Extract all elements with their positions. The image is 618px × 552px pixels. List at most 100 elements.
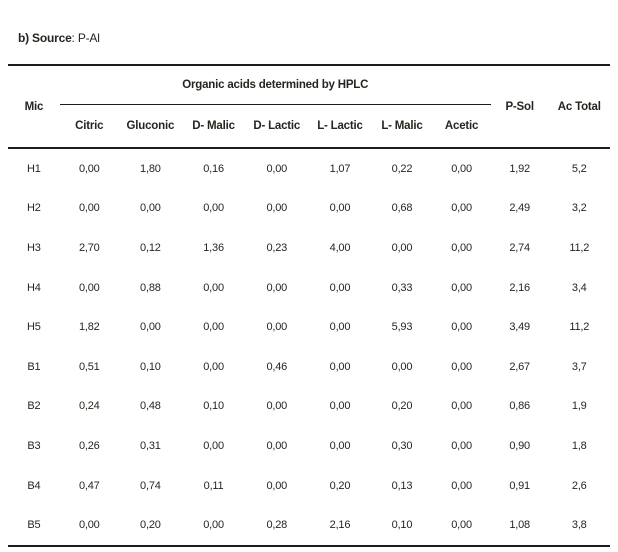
- data-cell: 0,00: [329, 202, 351, 215]
- data-cell: 0,00: [451, 162, 472, 175]
- group-header-hplc: Organic acids determined by HPLC: [59, 65, 491, 105]
- data-cell: 0,90: [509, 439, 530, 452]
- data-cell: 5,2: [571, 162, 587, 175]
- data-cell: 0,00: [266, 202, 288, 215]
- data-cell: 0,86: [509, 400, 530, 413]
- data-cell: 11,2: [569, 321, 590, 334]
- data-cell: 0,00: [329, 439, 351, 452]
- row-label: H2: [27, 202, 41, 215]
- data-cell: 0,48: [140, 400, 161, 413]
- data-cell: 2,67: [509, 360, 530, 373]
- table-row: B4 0,47 0,74 0,11 0,00 0,20 0,13 0,00 0,91 2,6: [8, 466, 610, 506]
- column-header-actotal: Ac Total: [557, 100, 601, 113]
- data-cell: 0,91: [509, 479, 530, 492]
- column-header-l-lactic: L- Lactic: [317, 120, 363, 132]
- data-cell: 3,2: [571, 202, 587, 215]
- data-cell: 1,08: [509, 519, 530, 532]
- data-cell: 0,00: [203, 321, 224, 334]
- row-label: H3: [27, 241, 41, 254]
- table-row: B1 0,51 0,10 0,00 0,46 0,00 0,00 0,00 2,67 3,7: [8, 347, 610, 387]
- column-header-mic: Mic: [24, 100, 44, 113]
- row-label: B3: [27, 439, 41, 452]
- table-row: H2 0,00 0,00 0,00 0,00 0,00 0,68 0,00 2,49 3,2: [8, 189, 610, 229]
- header-row-group: Mic Organic acids determined by HPLC P-S…: [8, 65, 610, 113]
- data-cell: 3,49: [509, 321, 530, 334]
- data-cell: 0,00: [203, 519, 224, 532]
- data-cell: 0,00: [451, 281, 472, 294]
- data-cell: 0,00: [203, 360, 224, 373]
- data-cell: 3,4: [571, 281, 587, 294]
- data-cell: 0,33: [391, 281, 413, 294]
- data-cell: 0,00: [266, 400, 288, 413]
- data-cell: 2,16: [329, 519, 351, 532]
- data-cell: 0,00: [78, 162, 100, 175]
- table-row: H3 2,70 0,12 1,36 0,23 4,00 0,00 0,00 2,74 11,2: [8, 228, 610, 268]
- data-cell: 0,00: [78, 519, 100, 532]
- data-cell: 4,00: [329, 241, 351, 254]
- data-cell: 0,00: [203, 281, 224, 294]
- data-cell: 0,00: [329, 400, 351, 413]
- data-cell: 1,92: [509, 162, 530, 175]
- data-cell: 0,11: [203, 479, 224, 492]
- data-cell: 0,00: [451, 360, 472, 373]
- page-title-label: b) Source: [18, 31, 72, 45]
- data-cell: 3,7: [571, 360, 587, 373]
- column-header-d-lactic: D- Lactic: [253, 120, 301, 132]
- data-cell: 0,00: [391, 241, 413, 254]
- data-cell: 0,00: [451, 400, 472, 413]
- data-cell: 0,12: [140, 241, 161, 254]
- data-cell: 0,23: [266, 241, 288, 254]
- data-cell: 0,00: [266, 479, 288, 492]
- data-cell: 0,28: [266, 519, 288, 532]
- row-label: B4: [27, 479, 41, 492]
- data-cell: 0,31: [140, 439, 161, 452]
- data-cell: 0,10: [203, 400, 224, 413]
- data-cell: 0,24: [78, 400, 100, 413]
- data-cell: 0,00: [203, 439, 224, 452]
- row-label: B2: [27, 400, 41, 413]
- data-cell: 0,00: [329, 360, 351, 373]
- data-cell: 0,00: [451, 321, 472, 334]
- data-cell: 0,13: [391, 479, 413, 492]
- table-row: B5 0,00 0,20 0,00 0,28 2,16 0,10 0,00 1,08 3,8: [8, 505, 610, 546]
- data-cell: 0,00: [266, 321, 288, 334]
- data-cell: 1,8: [571, 439, 587, 452]
- data-cell: 0,00: [140, 202, 161, 215]
- data-cell: 0,20: [391, 400, 413, 413]
- data-cell: 1,82: [78, 321, 100, 334]
- data-cell: 0,00: [451, 479, 472, 492]
- table-row: H1 0,00 1,80 0,16 0,00 1,07 0,22 0,00 1,92 5,2: [8, 148, 610, 189]
- data-cell: 0,88: [140, 281, 161, 294]
- data-cell: 1,80: [140, 162, 161, 175]
- data-cell: 0,00: [391, 360, 413, 373]
- data-cell: 0,30: [391, 439, 413, 452]
- data-cell: 0,46: [266, 360, 288, 373]
- data-cell: 0,00: [78, 202, 100, 215]
- data-cell: 0,26: [78, 439, 100, 452]
- data-cell: 0,16: [203, 162, 224, 175]
- data-cell: 0,00: [451, 519, 472, 532]
- data-cell: 5,93: [391, 321, 413, 334]
- data-cell: 0,10: [391, 519, 413, 532]
- data-cell: 2,49: [509, 202, 530, 215]
- table-row: B3 0,26 0,31 0,00 0,00 0,00 0,30 0,00 0,90 1,8: [8, 426, 610, 466]
- data-cell: 0,68: [391, 202, 413, 215]
- row-label: H4: [27, 281, 41, 294]
- row-label: H5: [27, 321, 41, 334]
- data-cell: 0,00: [451, 439, 472, 452]
- data-cell: 0,10: [140, 360, 161, 373]
- table-row: H4 0,00 0,88 0,00 0,00 0,00 0,33 0,00 2,16 3,4: [8, 268, 610, 308]
- column-header-l-malic: L- Malic: [381, 120, 423, 132]
- data-cell: 0,00: [203, 202, 224, 215]
- page-title: b) Source: P-Al: [18, 31, 100, 45]
- table-body: H1 0,00 1,80 0,16 0,00 1,07 0,22 0,00 1,92 5,2 H2 0…: [8, 148, 610, 546]
- data-cell: 0,00: [266, 281, 288, 294]
- table-row: H5 1,82 0,00 0,00 0,00 0,00 5,93 0,00 3,49 11,2: [8, 307, 610, 347]
- data-cell: 0,00: [78, 281, 100, 294]
- data-cell: 2,74: [509, 241, 530, 254]
- column-header-citric: Citric: [75, 120, 104, 132]
- data-cell: 0,20: [329, 479, 351, 492]
- column-header-gluconic: Gluconic: [126, 120, 175, 132]
- row-label: H1: [27, 162, 41, 175]
- data-cell: 0,00: [329, 281, 351, 294]
